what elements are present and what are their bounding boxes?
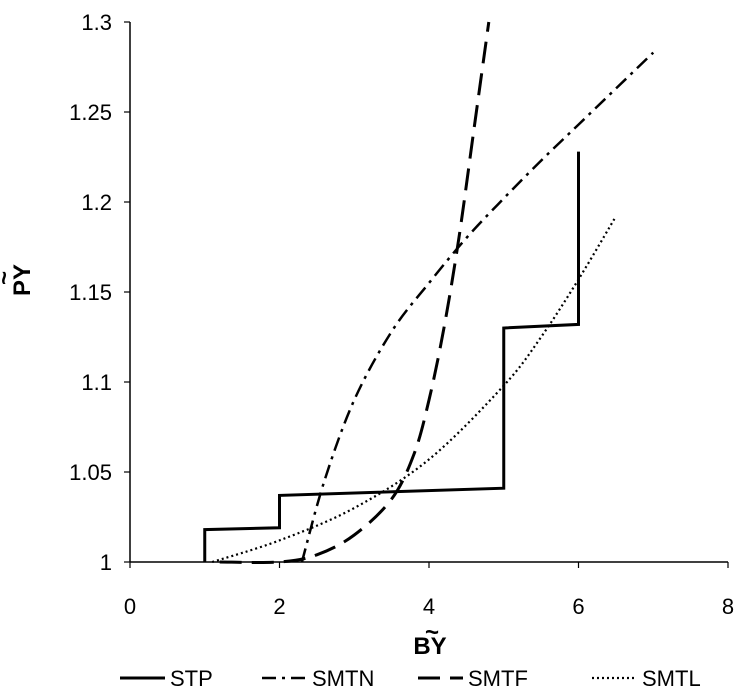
x-tick-label: 2 <box>273 594 285 619</box>
x-tick-label: 4 <box>423 594 435 619</box>
y-tick-label: 1 <box>100 550 112 575</box>
series-line-smtl <box>211 215 617 564</box>
series-line-stp <box>203 151 580 562</box>
y-tick-label: 1.2 <box>81 190 112 215</box>
y-tick-label: 1.3 <box>81 10 112 35</box>
legend-label-smtf: SMTF <box>468 666 528 691</box>
y-axis-accent: ~ <box>0 271 18 285</box>
y-axis-label: PY <box>9 264 36 296</box>
series-layer <box>203 21 655 565</box>
x-tick-label: 8 <box>722 594 734 619</box>
y-tick-label: 1.15 <box>69 280 112 305</box>
series-line-smtf <box>219 21 491 565</box>
x-axis-accent: ~ <box>425 619 439 646</box>
x-axis-label: BY <box>413 633 446 660</box>
plot-area <box>129 22 728 563</box>
x-tick-label: 6 <box>572 594 584 619</box>
y-axis-title: ~ PY <box>0 264 36 296</box>
x-axis-title: ~ BY <box>413 619 446 660</box>
legend-label-stp: STP <box>170 666 213 691</box>
y-tick-label: 1.05 <box>69 460 112 485</box>
legend-label-smtn: SMTN <box>312 666 374 691</box>
x-axis-ticks: 0 2 4 6 8 <box>124 562 734 619</box>
y-axis-ticks: 1 1.05 1.1 1.15 1.2 1.25 1.3 <box>69 10 130 575</box>
y-tick-label: 1.1 <box>81 370 112 395</box>
series-line-smtn <box>300 51 655 563</box>
y-tick-label: 1.25 <box>69 100 112 125</box>
legend: STP SMTN SMTF SMTL <box>120 666 701 691</box>
legend-label-smtl: SMTL <box>642 666 701 691</box>
x-tick-label: 0 <box>124 594 136 619</box>
